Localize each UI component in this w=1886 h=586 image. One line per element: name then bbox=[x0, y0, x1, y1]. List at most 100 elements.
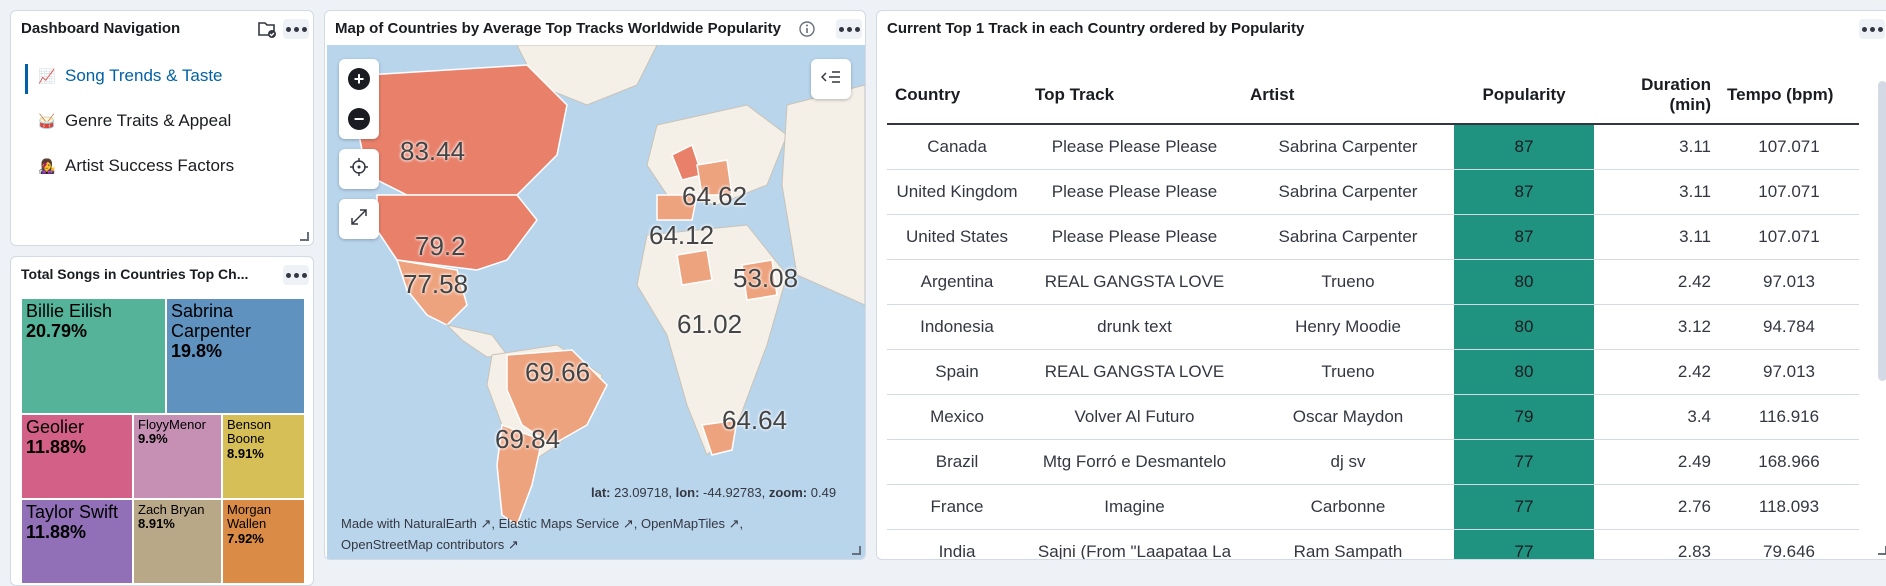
table-row[interactable]: United Kingdom Please Please Please Sabrin… bbox=[887, 169, 1859, 215]
cell-artist: Henry Moodie bbox=[1242, 304, 1454, 350]
cell-country: Indonesia bbox=[887, 304, 1027, 350]
cell-duration: 3.11 bbox=[1594, 124, 1719, 170]
cell-popularity: 77 bbox=[1454, 529, 1594, 559]
treemap-tile[interactable]: Sabrina Carpenter 19.8% bbox=[166, 298, 305, 414]
column-header-top-track[interactable]: Top Track bbox=[1027, 66, 1242, 125]
column-header-country[interactable]: Country bbox=[887, 66, 1027, 125]
map-value-label: 53.08 bbox=[733, 263, 799, 293]
cell-popularity: 77 bbox=[1454, 484, 1594, 530]
panel-options-button[interactable] bbox=[836, 19, 862, 39]
treemap-tile[interactable]: Zach Bryan 8.91% bbox=[133, 499, 222, 584]
treemap-tile[interactable]: Morgan Wallen 7.92% bbox=[222, 499, 305, 584]
resize-handle[interactable] bbox=[852, 546, 861, 555]
top-tracks-table-panel: Current Top 1 Track in each Country orde… bbox=[876, 10, 1886, 560]
treemap-tile[interactable]: Billie Eilish 20.79% bbox=[21, 298, 166, 414]
cell-popularity: 80 bbox=[1454, 259, 1594, 305]
treemap-tile[interactable]: Geolier 11.88% bbox=[21, 414, 133, 499]
map-value-label: 61.02 bbox=[677, 309, 743, 339]
treemap-tile[interactable]: Benson Boone 8.91% bbox=[222, 414, 305, 499]
panel-options-button[interactable] bbox=[283, 19, 309, 39]
cell-tempo: 168.966 bbox=[1719, 439, 1859, 485]
column-header-tempo[interactable]: Tempo (bpm) bbox=[1719, 66, 1859, 125]
map-panel: Map of Countries by Average Top Tracks W… bbox=[324, 10, 866, 560]
cell-top-track: Volver Al Futuro bbox=[1027, 394, 1242, 440]
cell-popularity: 80 bbox=[1454, 349, 1594, 395]
nav-item-label: Song Trends & Taste bbox=[65, 66, 223, 85]
cell-popularity: 77 bbox=[1454, 439, 1594, 485]
cell-artist: Sabrina Carpenter bbox=[1242, 214, 1454, 260]
cell-artist: Sabrina Carpenter bbox=[1242, 169, 1454, 215]
cell-duration: 2.49 bbox=[1594, 439, 1719, 485]
cell-tempo: 116.916 bbox=[1719, 394, 1859, 440]
column-header-artist[interactable]: Artist bbox=[1242, 66, 1454, 125]
table-row[interactable]: France Imagine Carbonne 77 2.76 118.093 bbox=[887, 484, 1859, 530]
table-row[interactable]: Indonesia drunk text Henry Moodie 80 3.12 94.… bbox=[887, 304, 1859, 350]
chart-increasing-icon: 📈 bbox=[38, 67, 56, 84]
cell-duration: 2.42 bbox=[1594, 259, 1719, 305]
vertical-scrollbar[interactable] bbox=[1878, 81, 1886, 381]
attribution-link[interactable]: Elastic Maps Service bbox=[498, 516, 620, 531]
cell-duration: 2.76 bbox=[1594, 484, 1719, 530]
attribution-link[interactable]: Made with NaturalEarth bbox=[341, 516, 477, 531]
minus-icon[interactable]: − bbox=[348, 108, 370, 130]
attribution-link[interactable]: OpenMapTiles bbox=[640, 516, 726, 531]
collapse-legend-button[interactable] bbox=[811, 59, 851, 99]
cell-tempo: 79.646 bbox=[1719, 529, 1859, 559]
cell-top-track: Imagine bbox=[1027, 484, 1242, 530]
active-indicator bbox=[25, 64, 28, 94]
table-row[interactable]: United States Please Please Please Sabrina… bbox=[887, 214, 1859, 260]
attribution-link[interactable]: OpenStreetMap contributors bbox=[341, 537, 505, 552]
treemap-tile[interactable]: FloyyMenor 9.9% bbox=[133, 414, 222, 499]
cell-artist: Sabrina Carpenter bbox=[1242, 124, 1454, 170]
table-header-row: Country Top Track Artist Popularity Dura… bbox=[887, 66, 1859, 125]
map-value-label: 69.84 bbox=[495, 424, 561, 454]
cell-tempo: 118.093 bbox=[1719, 484, 1859, 530]
panel-options-button[interactable] bbox=[283, 265, 309, 285]
cell-top-track: Mtg Forró e Desmantelo bbox=[1027, 439, 1242, 485]
info-icon[interactable] bbox=[798, 20, 816, 38]
map-value-label: 83.44 bbox=[400, 136, 466, 166]
cell-country: Mexico bbox=[887, 394, 1027, 440]
panel-title: Current Top 1 Track in each Country orde… bbox=[887, 20, 1305, 37]
nav-item-artist-success[interactable]: 👩‍🎤 Artist Success Factors bbox=[37, 156, 234, 176]
resize-handle[interactable] bbox=[300, 232, 309, 241]
cell-top-track: Please Please Please bbox=[1027, 214, 1242, 260]
folder-check-icon[interactable] bbox=[257, 19, 277, 39]
cell-top-track: REAL GANGSTA LOVE bbox=[1027, 259, 1242, 305]
nav-item-song-trends[interactable]: 📈 Song Trends & Taste bbox=[37, 66, 223, 86]
map-value-label: 64.64 bbox=[722, 405, 788, 435]
table-row[interactable]: Mexico Volver Al Futuro Oscar Maydon 79 3.4 1… bbox=[887, 394, 1859, 440]
crosshair-icon bbox=[349, 157, 369, 182]
cell-tempo: 107.071 bbox=[1719, 124, 1859, 170]
table-row[interactable]: India Sajni (From "Laapataa La Ram Sampath… bbox=[887, 529, 1859, 559]
drum-icon: 🥁 bbox=[38, 112, 56, 129]
resize-handle[interactable] bbox=[1878, 546, 1886, 555]
cell-country: Canada bbox=[887, 124, 1027, 170]
cell-top-track: drunk text bbox=[1027, 304, 1242, 350]
cell-country: Spain bbox=[887, 349, 1027, 395]
cell-artist: Trueno bbox=[1242, 349, 1454, 395]
panel-title: Total Songs in Countries Top Ch... bbox=[21, 266, 249, 282]
treemap-tile[interactable]: Taylor Swift 11.88% bbox=[21, 499, 133, 584]
data-table: Country Top Track Artist Popularity Dura… bbox=[887, 66, 1859, 559]
menu-collapse-icon bbox=[820, 69, 841, 90]
table-row[interactable]: Spain REAL GANGSTA LOVE Trueno 80 2.42 97.013 bbox=[887, 349, 1859, 395]
cell-duration: 3.11 bbox=[1594, 214, 1719, 260]
panel-options-button[interactable] bbox=[1859, 19, 1885, 39]
treemap-panel: Total Songs in Countries Top Ch... Billi… bbox=[10, 256, 314, 586]
map-attribution: Made with NaturalEarth ↗, Elastic Maps S… bbox=[341, 516, 744, 552]
table-row[interactable]: Canada Please Please Please Sabrina Carpen… bbox=[887, 124, 1859, 170]
map-value-label: 79.2 bbox=[415, 231, 466, 261]
cell-duration: 3.12 bbox=[1594, 304, 1719, 350]
zoom-in-button[interactable]: + − bbox=[339, 59, 379, 139]
nav-item-genre-traits[interactable]: 🥁 Genre Traits & Appeal bbox=[37, 111, 231, 131]
singer-icon: 👩‍🎤 bbox=[38, 157, 56, 174]
column-header-popularity[interactable]: Popularity bbox=[1454, 66, 1594, 125]
fullscreen-button[interactable] bbox=[339, 199, 379, 239]
map-canvas[interactable]: 83.44 79.2 77.58 64.62 64.12 53.08 61.02… bbox=[327, 45, 865, 559]
cell-country: United Kingdom bbox=[887, 169, 1027, 215]
table-row[interactable]: Brazil Mtg Forró e Desmantelo dj sv 77 2.49 1… bbox=[887, 439, 1859, 485]
column-header-duration[interactable]: Duration (min) bbox=[1594, 66, 1719, 125]
fit-to-data-button[interactable] bbox=[339, 149, 379, 189]
table-row[interactable]: Argentina REAL GANGSTA LOVE Trueno 80 2.42 97… bbox=[887, 259, 1859, 305]
